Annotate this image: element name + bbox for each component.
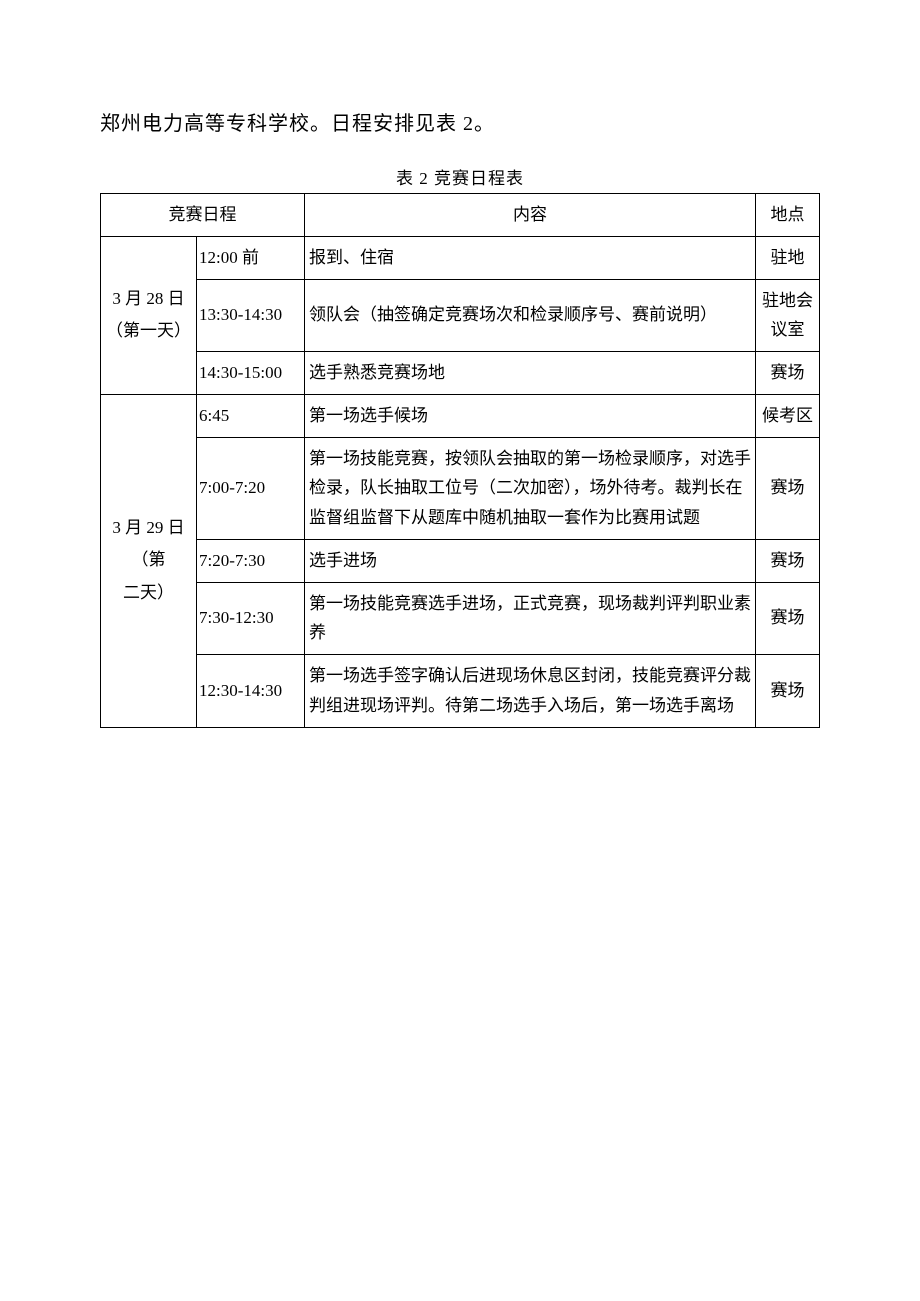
cell-location: 赛场 [756, 352, 820, 395]
table-row: 7:30-12:30 第一场技能竞赛选手进场，正式竞赛，现场裁判评判职业素养 赛… [101, 582, 820, 655]
cell-time: 7:30-12:30 [197, 582, 305, 655]
cell-time: 6:45 [197, 394, 305, 437]
day2-date-cell: 3 月 29 日（第 二天） [101, 394, 197, 727]
day1-date-line1: 3 月 28 日 [112, 289, 184, 308]
cell-content: 选手熟悉竞赛场地 [305, 352, 756, 395]
cell-location: 赛场 [756, 437, 820, 539]
day2-date-line1: 3 月 29 日（第 [112, 518, 184, 569]
cell-time: 12:30-14:30 [197, 655, 305, 728]
table-header-row: 竞赛日程 内容 地点 [101, 194, 820, 237]
cell-time: 13:30-14:30 [197, 279, 305, 352]
cell-content: 第一场选手签字确认后进现场休息区封闭，技能竞赛评分裁判组进现场评判。待第二场选手… [305, 655, 756, 728]
cell-time: 14:30-15:00 [197, 352, 305, 395]
cell-time: 12:00 前 [197, 236, 305, 279]
cell-content: 第一场选手候场 [305, 394, 756, 437]
cell-content: 选手进场 [305, 539, 756, 582]
table-row: 14:30-15:00 选手熟悉竞赛场地 赛场 [101, 352, 820, 395]
cell-content: 第一场技能竞赛选手进场，正式竞赛，现场裁判评判职业素养 [305, 582, 756, 655]
day2-date-line2: 二天） [123, 583, 174, 602]
cell-content: 领队会（抽签确定竞赛场次和检录顺序号、赛前说明） [305, 279, 756, 352]
header-location: 地点 [756, 194, 820, 237]
cell-content: 第一场技能竞赛，按领队会抽取的第一场检录顺序，对选手检录，队长抽取工位号（二次加… [305, 437, 756, 539]
table-row: 12:30-14:30 第一场选手签字确认后进现场休息区封闭，技能竞赛评分裁判组… [101, 655, 820, 728]
table-row: 7:20-7:30 选手进场 赛场 [101, 539, 820, 582]
table-row: 3 月 29 日（第 二天） 6:45 第一场选手候场 候考区 [101, 394, 820, 437]
day1-date-cell: 3 月 28 日 （第一天） [101, 236, 197, 394]
table-row: 3 月 28 日 （第一天） 12:00 前 报到、住宿 驻地 [101, 236, 820, 279]
cell-location: 候考区 [756, 394, 820, 437]
table-caption: 表 2 竞赛日程表 [100, 164, 820, 189]
table-row: 13:30-14:30 领队会（抽签确定竞赛场次和检录顺序号、赛前说明） 驻地会… [101, 279, 820, 352]
cell-location: 驻地 [756, 236, 820, 279]
header-content: 内容 [305, 194, 756, 237]
cell-time: 7:20-7:30 [197, 539, 305, 582]
schedule-table: 竞赛日程 内容 地点 3 月 28 日 （第一天） 12:00 前 报到、住宿 … [100, 193, 820, 728]
day1-date-line2: （第一天） [106, 321, 191, 340]
header-schedule: 竞赛日程 [101, 194, 305, 237]
cell-location: 驻地会议室 [756, 279, 820, 352]
cell-time: 7:00-7:20 [197, 437, 305, 539]
cell-location: 赛场 [756, 655, 820, 728]
cell-location: 赛场 [756, 582, 820, 655]
cell-content: 报到、住宿 [305, 236, 756, 279]
intro-paragraph: 郑州电力高等专科学校。日程安排见表 2。 [100, 108, 820, 140]
cell-location: 赛场 [756, 539, 820, 582]
table-row: 7:00-7:20 第一场技能竞赛，按领队会抽取的第一场检录顺序，对选手检录，队… [101, 437, 820, 539]
